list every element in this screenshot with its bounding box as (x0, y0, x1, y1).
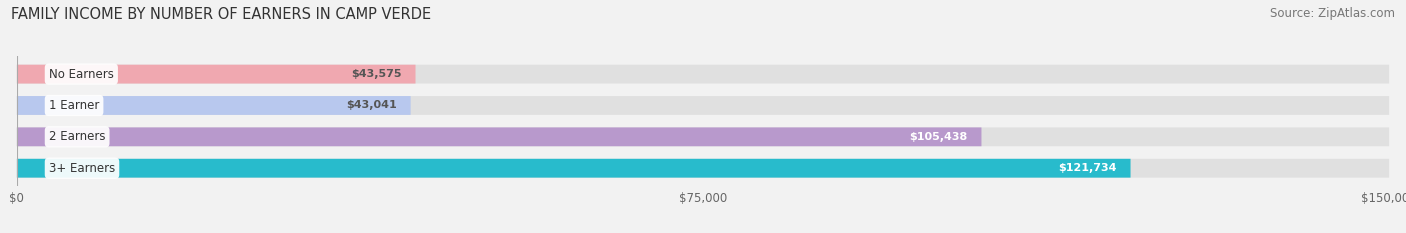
Text: 3+ Earners: 3+ Earners (49, 162, 115, 175)
FancyBboxPatch shape (17, 159, 1130, 178)
Text: $43,041: $43,041 (346, 100, 396, 110)
Text: 2 Earners: 2 Earners (49, 130, 105, 143)
Text: No Earners: No Earners (49, 68, 114, 81)
FancyBboxPatch shape (17, 159, 1389, 178)
FancyBboxPatch shape (17, 127, 1389, 146)
FancyBboxPatch shape (17, 65, 1389, 83)
Text: FAMILY INCOME BY NUMBER OF EARNERS IN CAMP VERDE: FAMILY INCOME BY NUMBER OF EARNERS IN CA… (11, 7, 432, 22)
Text: $43,575: $43,575 (352, 69, 402, 79)
Text: $121,734: $121,734 (1059, 163, 1116, 173)
FancyBboxPatch shape (17, 96, 411, 115)
FancyBboxPatch shape (17, 127, 981, 146)
FancyBboxPatch shape (17, 65, 416, 83)
FancyBboxPatch shape (17, 96, 1389, 115)
Text: 1 Earner: 1 Earner (49, 99, 100, 112)
Text: $105,438: $105,438 (910, 132, 967, 142)
Text: Source: ZipAtlas.com: Source: ZipAtlas.com (1270, 7, 1395, 20)
